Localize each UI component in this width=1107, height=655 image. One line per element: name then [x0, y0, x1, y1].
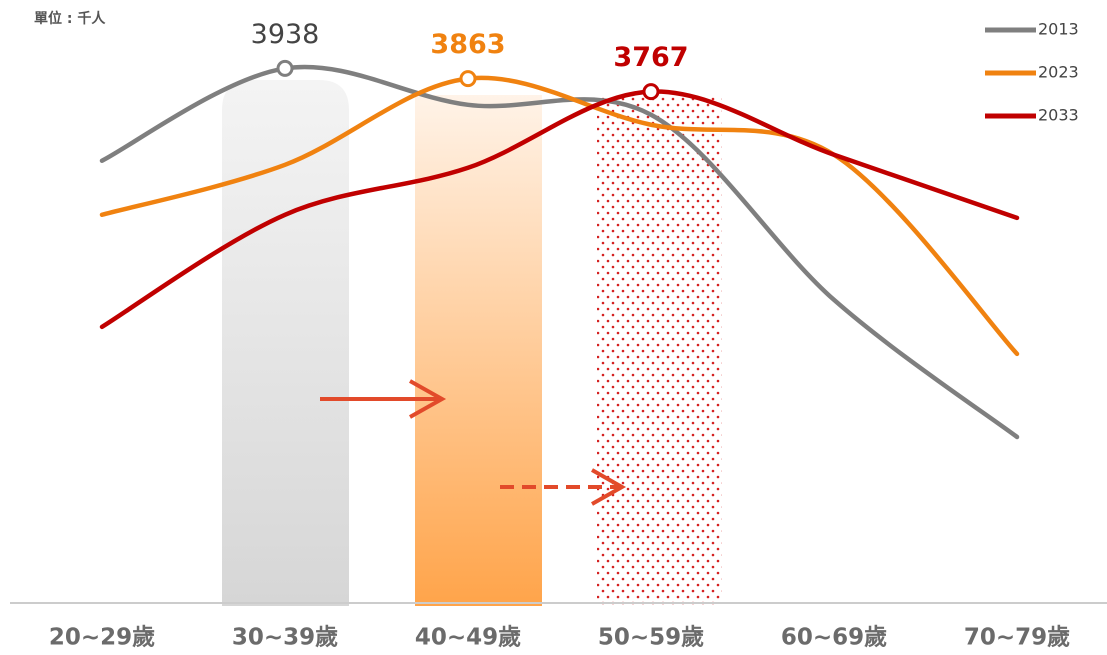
x-tick-label: 30~39歲	[232, 625, 338, 651]
legend-label: 2033	[1038, 106, 1079, 125]
legend-label: 2023	[1038, 63, 1079, 82]
legend-label: 2013	[1038, 20, 1079, 39]
x-tick-label: 40~49歲	[415, 625, 521, 651]
series-line	[99, 75, 1020, 357]
series-line	[99, 64, 1020, 440]
peak-label: 3938	[251, 19, 320, 50]
highlight-column	[222, 80, 349, 606]
arrow	[320, 379, 447, 419]
x-tick-label: 50~59歲	[598, 625, 704, 651]
series-line	[99, 89, 1020, 330]
peak-marker	[459, 70, 477, 88]
unit-label: 單位 : 千人	[34, 10, 106, 27]
highlight-column	[597, 95, 722, 606]
highlight-column	[415, 95, 542, 606]
peak-marker	[276, 59, 294, 77]
peak-marker	[642, 83, 660, 101]
dashed-arrow	[500, 468, 627, 506]
peak-label: 3767	[613, 42, 688, 73]
x-tick-label: 70~79歲	[964, 625, 1070, 651]
x-tick-label: 20~29歲	[49, 625, 155, 651]
peak-label: 3863	[430, 29, 505, 60]
x-tick-label: 60~69歲	[781, 625, 887, 651]
